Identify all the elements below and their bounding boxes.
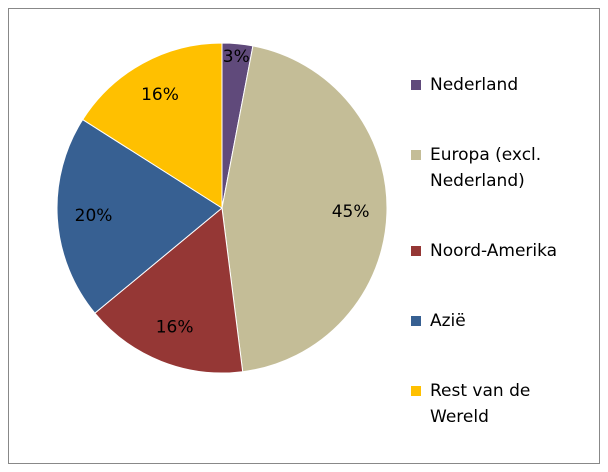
legend-label: Nederland — [430, 75, 518, 95]
legend-label: Europa (excl. Nederland) — [430, 145, 541, 191]
legend-swatch — [411, 316, 421, 326]
legend-swatch — [411, 386, 421, 396]
legend-line: Nederland) — [430, 171, 525, 191]
legend-label: Azië — [430, 311, 466, 331]
legend-line: Wereld — [430, 407, 489, 427]
data-label: 3% — [223, 47, 250, 67]
data-label: 45% — [332, 202, 370, 222]
data-label: 20% — [75, 206, 113, 226]
pie-slice — [221, 45, 388, 373]
pie-slice — [94, 207, 244, 374]
legend-swatch — [411, 150, 421, 160]
legend-line: Europa (excl. — [430, 145, 541, 165]
legend-swatch — [411, 246, 421, 256]
data-label: 16% — [141, 85, 179, 105]
pie-slice — [81, 42, 223, 209]
legend-label: Rest van de Wereld — [430, 381, 530, 427]
legend-label: Noord-Amerika — [430, 241, 557, 261]
legend-line: Rest van de — [430, 381, 530, 401]
data-label: 16% — [156, 318, 194, 338]
legend-swatch — [411, 80, 421, 90]
pie-slice — [56, 118, 223, 314]
